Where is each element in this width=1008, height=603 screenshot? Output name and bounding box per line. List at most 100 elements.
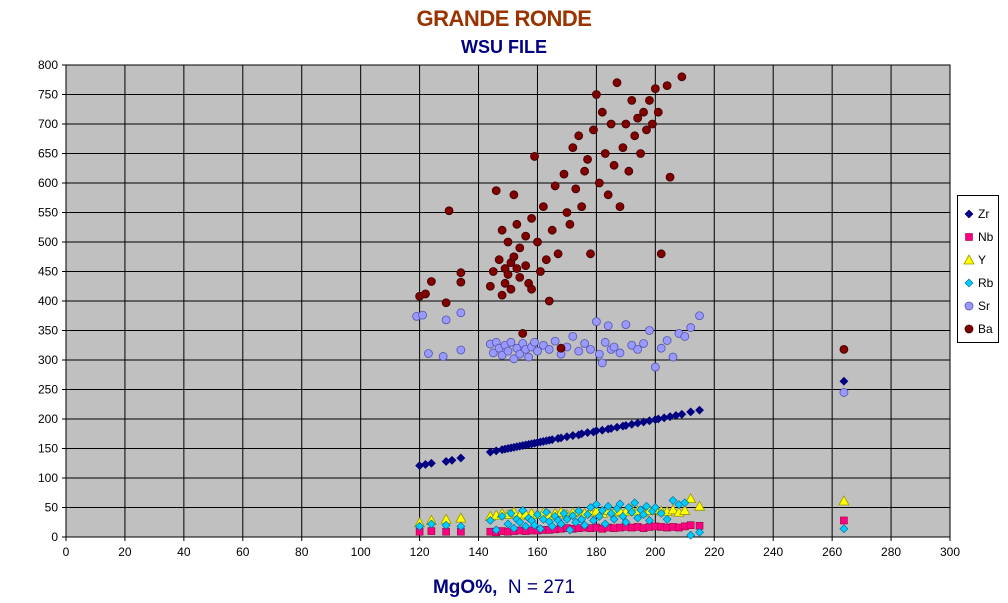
point-sr [503,346,513,356]
point-sr [538,340,548,350]
point-sr [592,317,601,327]
point-ba [527,284,536,294]
point-rb [633,513,643,523]
point-ba [544,296,554,306]
point-sr [639,339,648,348]
point-ba [527,213,536,223]
point-zr [447,455,457,465]
y-tick-label: 200 [38,412,58,426]
x-tick-label: 60 [236,545,250,559]
point-rb [591,500,601,509]
point-ba [633,113,643,123]
point-ba [612,78,622,88]
point-sr [615,348,625,358]
point-ba [494,255,504,265]
x-axis-label-bold: MgO%, [432,577,498,598]
legend-item-sr: Sr [958,294,998,317]
x-tick-label: 160 [527,545,547,559]
point-rb [600,519,610,529]
y-tick-label: 800 [38,58,58,72]
point-rb [630,498,640,508]
point-ba [618,143,628,153]
point-ba [630,131,640,141]
point-ba [677,72,687,82]
y-tick-label: 100 [38,471,58,485]
point-rb [589,516,598,525]
point-sr [456,308,466,318]
point-ba [550,181,560,191]
legend-swatch-nb [965,232,973,241]
y-tick-label: 50 [45,501,59,515]
point-sr [695,311,704,321]
series-ba [415,72,849,354]
point-rb [533,510,542,520]
legend-item-ba: Ba [958,317,998,340]
legend-marker-ba [964,324,974,333]
point-rb [839,524,849,534]
point-rb [668,495,678,505]
point-ba [533,237,542,247]
point-ba [574,131,584,141]
point-ba [603,190,613,200]
point-rb [639,510,648,520]
x-axis-ticks: 0 20 40 60 80 100 120 140 160 180 200 220 240 260 280 3… [63,537,960,559]
point-y [693,500,706,511]
point-ba [441,298,451,308]
point-sr [603,321,613,331]
x-tick-label: 220 [704,545,724,559]
point-ba [547,225,557,235]
point-sr [524,352,534,362]
point-rb [662,514,672,524]
point-ba [536,267,545,276]
point-ba [565,219,575,229]
point-rb [506,508,516,518]
point-rb [556,519,566,529]
point-ba [636,149,645,158]
x-tick-label: 120 [410,545,430,559]
legend-item-y: Y [958,248,998,271]
point-ba [509,252,519,262]
point-rb [456,521,466,531]
point-sr [645,326,654,335]
series-rb [415,495,849,540]
legend-swatch-y [963,253,975,264]
y-tick-label: 600 [38,176,58,190]
point-ba [653,107,663,117]
point-sr [668,352,678,362]
legend-marker-nb [965,232,973,241]
point-ba [521,231,531,241]
point-ba [538,202,548,212]
point-sr [418,310,427,320]
point-rb [568,511,578,521]
point-rb [618,511,628,521]
x-tick-label: 0 [63,545,70,559]
point-rb [441,520,451,530]
point-ba [600,149,610,158]
point-zr [686,407,696,417]
point-sr [621,320,631,330]
x-tick-label: 80 [295,545,309,559]
point-ba [656,249,666,259]
point-ba [577,202,587,212]
legend-swatch-ba [964,324,974,333]
point-sr [680,331,690,341]
legend-item-zr: Zr [958,202,998,225]
point-rb [627,507,637,517]
point-zr [695,405,704,415]
legend-swatch-rb [964,278,974,287]
point-ba [426,277,436,286]
point-ba [583,154,592,164]
point-ba [556,343,566,353]
point-rb [547,521,557,531]
point-sr [839,388,849,397]
point-rb [574,506,584,516]
point-rb [615,499,625,509]
point-ba [621,119,631,129]
x-tick-label: 300 [940,545,960,559]
point-ba [839,344,849,354]
y-tick-label: 700 [38,117,58,131]
point-sr [438,352,448,361]
legend-marker-rb [964,278,974,287]
point-ba [512,219,522,229]
point-sr [509,354,519,364]
